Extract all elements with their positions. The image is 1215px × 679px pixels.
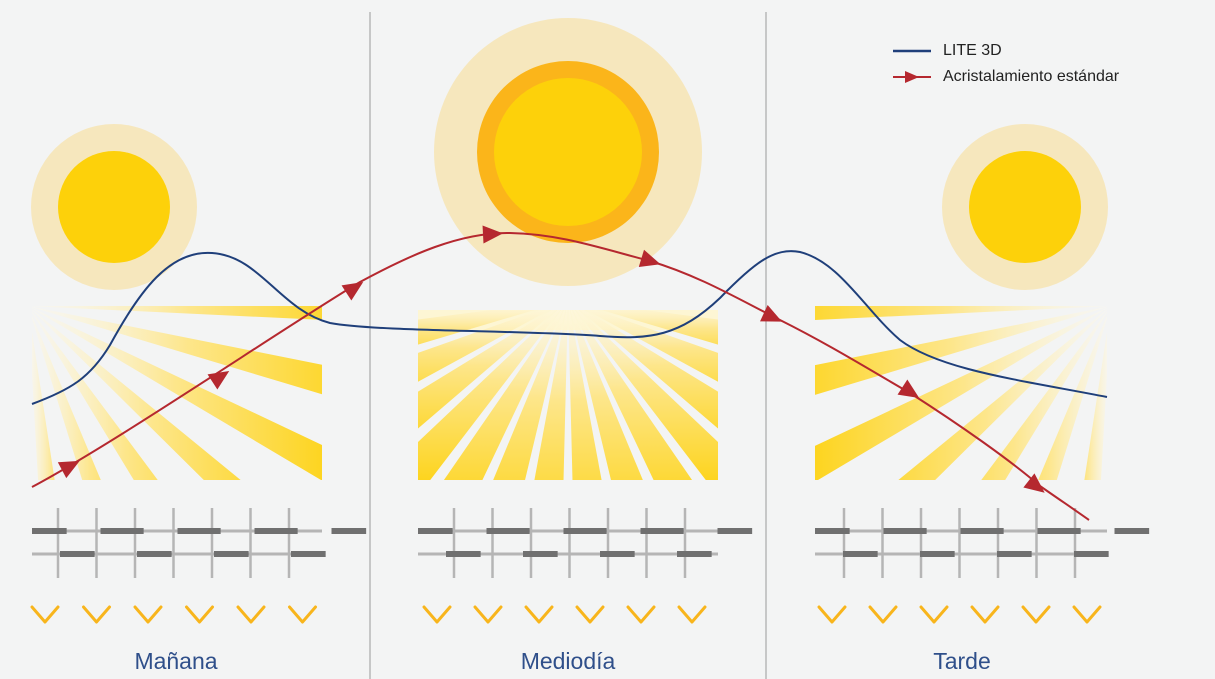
glazing-morning (32, 508, 367, 578)
chevron-down-icon (185, 605, 214, 624)
glazing-afternoon (815, 508, 1150, 578)
legend-label-lite3d: LITE 3D (943, 42, 1002, 59)
sun-morning-icon (31, 124, 197, 290)
sun-ray (32, 306, 322, 395)
sun-ray (579, 310, 718, 429)
chevron-down-icon (288, 605, 317, 624)
panel-label-afternoon: Tarde (933, 648, 991, 674)
sun-ray (570, 310, 643, 480)
chevron-down-icon (1021, 605, 1051, 624)
chevron-down-icon (868, 605, 898, 624)
sun-ray (418, 310, 535, 345)
sun-ray (32, 315, 101, 480)
legend: LITE 3D Acristalamiento estándar (893, 38, 1119, 90)
sun-ray (568, 310, 602, 480)
sun-ray (898, 309, 1107, 480)
arrowhead (341, 282, 364, 301)
arrowhead (760, 305, 782, 322)
chevrons-midday (422, 605, 707, 624)
sun-ray (418, 310, 561, 480)
sun-ray (443, 310, 564, 480)
sun-ray (815, 306, 1107, 395)
sun-midday-icon (434, 18, 702, 286)
sun-ray (981, 311, 1107, 480)
legend-line-icon (893, 49, 931, 53)
chevron-down-icon (473, 605, 503, 624)
sun-ray (32, 309, 241, 480)
sun-ray (32, 306, 322, 320)
sun-core (58, 151, 170, 263)
chevron-down-icon (919, 605, 949, 624)
sun-ray (815, 307, 1107, 480)
chevron-down-icon (30, 605, 60, 624)
arrowhead (1023, 473, 1045, 493)
sun-ray (1038, 315, 1107, 480)
arrowhead (897, 379, 920, 398)
sun-ray (1084, 332, 1107, 480)
sun-ray (32, 332, 55, 480)
chevrons-morning (30, 605, 317, 624)
chevron-down-icon (677, 605, 707, 624)
sun-ray (418, 310, 557, 429)
chevron-down-icon (422, 605, 452, 624)
curve-arrow-icon (341, 282, 364, 301)
legend-item-lite3d: LITE 3D (893, 38, 1119, 64)
curve-arrow-icon (482, 225, 503, 244)
sun-ray (572, 310, 693, 480)
arrowhead (482, 225, 503, 244)
chevron-down-icon (817, 605, 847, 624)
chevron-down-icon (236, 605, 266, 624)
sun-ray (493, 310, 566, 480)
sun-ray (601, 310, 718, 345)
chevron-down-icon (1072, 605, 1102, 624)
curve-arrow-icon (1023, 473, 1045, 493)
sun-ray (418, 310, 550, 382)
sun-ray (575, 310, 718, 480)
curve-arrow-icon (57, 460, 80, 479)
sun-core (969, 151, 1081, 263)
panel-label-midday: Mediodía (520, 648, 616, 674)
sun-ray (586, 310, 718, 382)
sun-ray (32, 307, 322, 480)
chevron-down-icon (133, 605, 163, 624)
curve-arrow-icon (638, 249, 661, 267)
chevron-down-icon (626, 605, 656, 624)
arrowhead (638, 249, 661, 267)
chevron-down-icon (82, 605, 111, 624)
curve-arrow-icon (897, 379, 920, 398)
legend-arrow-line-icon (893, 71, 931, 83)
chevrons-afternoon (817, 605, 1102, 624)
curve-arrow-icon (760, 305, 782, 322)
sun-ray (815, 306, 1107, 320)
lite3d-curve (31, 250, 1108, 405)
glazing-midday (418, 508, 753, 578)
chevron-down-icon (970, 605, 1000, 624)
sun-ray (32, 311, 158, 480)
sun-core (494, 78, 642, 226)
arrowhead (207, 371, 230, 390)
legend-item-standard: Acristalamiento estándar (893, 64, 1119, 90)
sun-afternoon-icon (942, 124, 1108, 290)
arrowhead (57, 460, 80, 479)
legend-label-standard: Acristalamiento estándar (943, 68, 1120, 85)
curve-arrow-icon (207, 371, 230, 390)
chevron-down-icon (575, 605, 605, 624)
panel-label-morning: Mañana (134, 648, 218, 674)
sun-ray (534, 310, 568, 480)
chevron-down-icon (524, 605, 554, 624)
